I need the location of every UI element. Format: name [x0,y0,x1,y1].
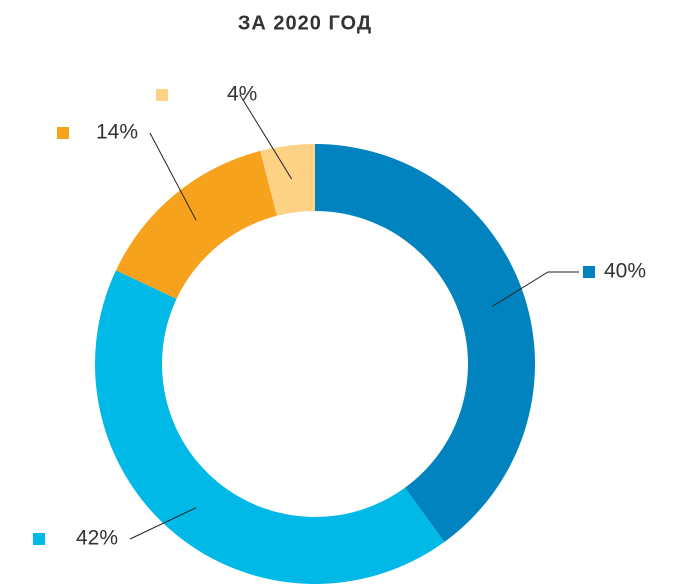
legend-marker [57,127,69,139]
data-label: 4% [227,83,257,106]
donut-segment [260,144,315,216]
legend-marker [583,266,595,278]
data-label: 40% [604,260,646,283]
legend-marker [33,533,45,545]
leader-line [129,507,197,540]
legend-marker [156,89,168,101]
leader-line [149,132,197,221]
data-label: 14% [96,121,138,144]
leader-line [492,271,579,307]
donut-segment [315,144,535,542]
chart-title: ЗА 2020 ГОД [238,12,372,34]
donut-segment [95,270,445,584]
donut-segment [115,150,277,299]
leader-line [239,94,293,180]
data-label: 42% [76,527,118,550]
